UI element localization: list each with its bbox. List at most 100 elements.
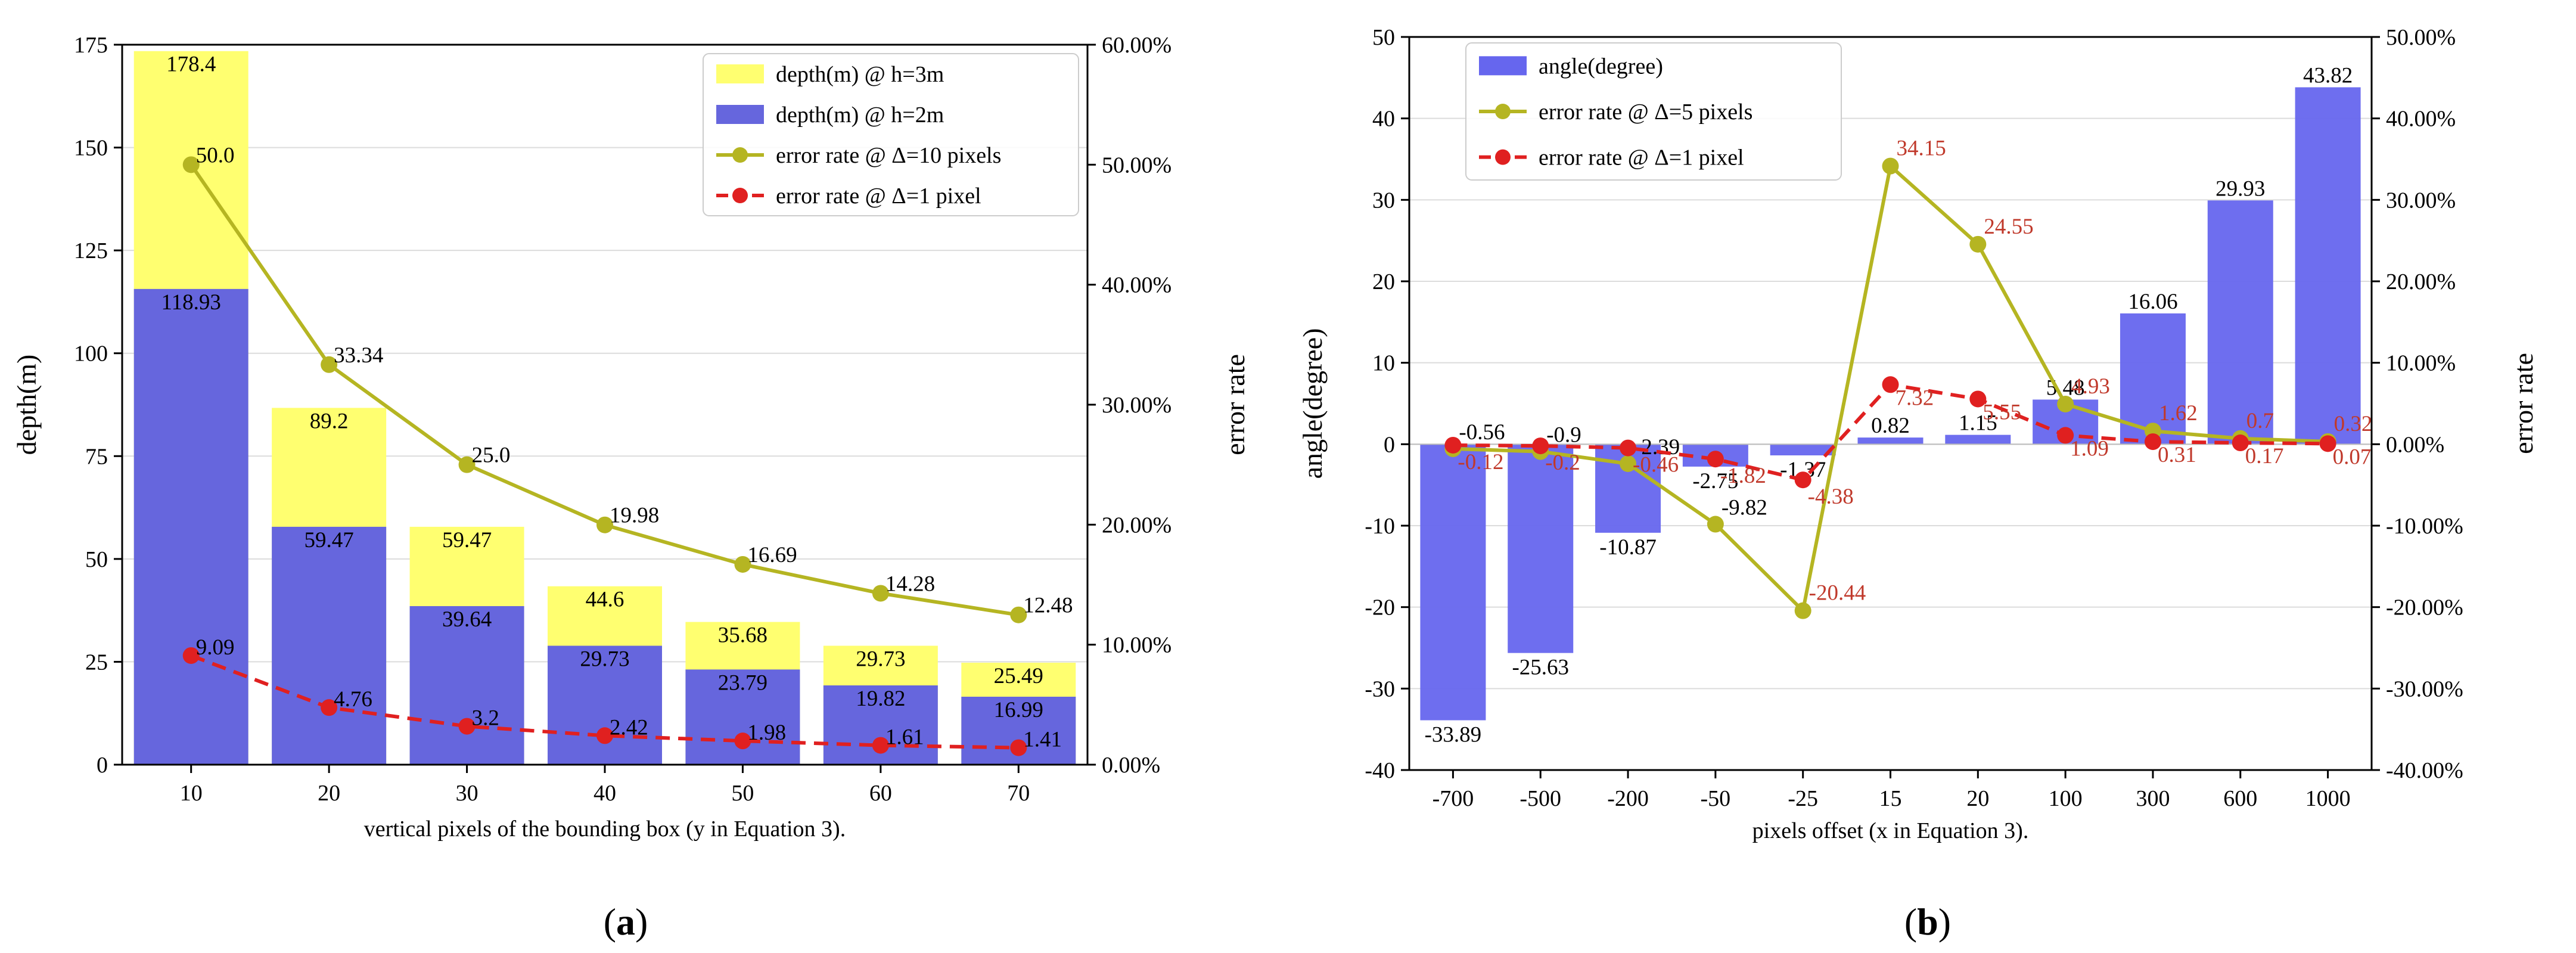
x-tick-label: 60: [869, 781, 892, 806]
line-value-label: 24.55: [1984, 215, 2033, 239]
bar-value-label: 39.64: [442, 607, 492, 632]
line-value-label: 25.0: [472, 443, 511, 468]
left-tick-label: 75: [85, 444, 108, 469]
line-value-label: 50.0: [196, 143, 235, 167]
left-tick-label: -10: [1365, 514, 1395, 539]
bar-value-label: -33.89: [1425, 722, 1482, 747]
bar-angle-degree--1: [1508, 444, 1574, 653]
bar-depth-m-h-2m-1: [272, 526, 387, 765]
series-marker-3-2: [458, 718, 476, 735]
left-tick-label: 10: [1372, 351, 1395, 376]
line-value-label: -0.12: [1458, 450, 1503, 474]
subfigure-label-part: a: [616, 901, 635, 943]
bar-angle-degree--4: [1770, 444, 1836, 456]
legend-entry: error rate @ Δ=1 pixel: [1539, 145, 1744, 170]
legend-box: [1465, 42, 1842, 181]
line-value-label: 4.93: [2071, 374, 2110, 399]
line-value-label: 0.7: [2246, 409, 2274, 433]
right-tick-label: -20.00%: [2386, 595, 2463, 620]
series-marker-3-3: [596, 727, 613, 744]
line-value-label: -1.82: [1720, 464, 1766, 488]
series-marker-2-6: [1969, 390, 1987, 408]
legend-entry: depth(m) @ h=3m: [776, 62, 944, 87]
right-tick-label: 0.00%: [1102, 753, 1160, 778]
x-axis-title: pixels offset (x in Equation 3).: [1752, 818, 2029, 843]
x-tick-label: 600: [2223, 786, 2257, 811]
x-tick-label: 70: [1007, 781, 1030, 806]
legend-entry: error rate @ Δ=10 pixels: [776, 143, 1001, 168]
series-marker-2-1: [321, 356, 338, 373]
line-value-label: 9.09: [196, 635, 235, 660]
subfigure-label: (a): [604, 901, 648, 943]
subfigure-label-part: ): [1938, 901, 1951, 943]
line-value-label: 0.32: [2334, 412, 2373, 436]
bar-angle-degree--5: [1857, 437, 1924, 445]
right-tick-label: 20.00%: [1102, 513, 1172, 538]
legend-marker-3: [732, 188, 748, 203]
bar-value-label: 118.93: [161, 290, 221, 315]
series-marker-3-5: [872, 737, 889, 754]
series-marker-1-5: [1882, 157, 1899, 175]
left-tick-label: 25: [85, 650, 108, 675]
bar-depth-m-h-2m-2: [409, 606, 524, 765]
line-value-label: -20.44: [1809, 581, 1866, 606]
left-tick-label: 50: [85, 547, 108, 572]
series-marker-2-9: [2232, 434, 2249, 452]
x-tick-label: -200: [1607, 786, 1649, 811]
bar-value-label: -10.87: [1599, 535, 1657, 560]
line-value-label: 1.41: [1023, 728, 1062, 752]
series-marker-2-7: [2057, 427, 2074, 444]
bar-value-label: 35.68: [718, 623, 767, 648]
line-value-label: 19.98: [610, 504, 659, 528]
right-tick-label: 20.00%: [2386, 269, 2456, 294]
right-tick-label: 10.00%: [2386, 351, 2456, 376]
line-value-label: 33.34: [334, 343, 383, 368]
bar-value-label: 43.82: [2303, 63, 2353, 88]
right-tick-label: 50.00%: [1102, 153, 1172, 178]
x-axis-title: vertical pixels of the bounding box (y i…: [364, 817, 846, 842]
series-marker-2-8: [2144, 433, 2161, 451]
right-tick-label: -40.00%: [2386, 758, 2463, 783]
line-value-label: -0.2: [1545, 451, 1580, 475]
series-marker-1-7: [2057, 395, 2074, 412]
series-marker-3-1: [321, 699, 338, 716]
series-marker-1-4: [1794, 602, 1811, 619]
series-marker-2-2: [458, 456, 476, 473]
left-tick-label: 0: [1384, 432, 1395, 457]
left-tick-label: 150: [74, 136, 108, 161]
legend-entry: error rate @ Δ=5 pixels: [1539, 100, 1752, 125]
bar-angle-degree--10: [2295, 87, 2361, 445]
bar-value-label: 29.93: [2215, 176, 2265, 201]
bar-value-label: 16.06: [2128, 290, 2177, 314]
x-tick-label: -25: [1788, 786, 1818, 811]
line-value-label: 0.17: [2245, 444, 2284, 468]
x-tick-label: 20: [1966, 786, 1989, 811]
bar-angle-degree--9: [2207, 200, 2273, 445]
series-marker-3-6: [1010, 739, 1027, 756]
y-axis-right-title: error rate: [1220, 354, 1250, 455]
legend-marker-2: [1495, 149, 1511, 165]
line-value-label: 5.55: [1983, 400, 2021, 424]
x-tick-label: 300: [2136, 786, 2170, 811]
left-tick-label: 40: [1372, 107, 1395, 132]
line-value-label: 34.15: [1897, 136, 1946, 161]
line-value-label: -2.39: [1634, 435, 1680, 460]
x-tick-label: -700: [1433, 786, 1474, 811]
x-tick-label: -500: [1520, 786, 1561, 811]
right-tick-label: -30.00%: [2386, 676, 2463, 701]
legend-marker-2: [732, 147, 748, 163]
left-tick-label: -40: [1365, 758, 1395, 783]
series-marker-2-3: [596, 516, 613, 533]
left-tick-label: 175: [74, 33, 108, 58]
line-value-label: 4.76: [334, 687, 372, 712]
right-tick-label: 30.00%: [1102, 393, 1172, 418]
right-tick-label: -10.00%: [2386, 514, 2463, 539]
legend-swatch-0: [1479, 56, 1527, 76]
series-marker-3-0: [182, 647, 200, 664]
y-axis-right-title: error rate: [2508, 353, 2538, 454]
series-marker-2-5: [1882, 376, 1899, 393]
line-value-label: 14.28: [885, 572, 935, 596]
line-value-label: -0.46: [1633, 453, 1679, 477]
x-tick-label: 10: [180, 781, 203, 806]
bar-angle-degree--0: [1420, 444, 1486, 721]
